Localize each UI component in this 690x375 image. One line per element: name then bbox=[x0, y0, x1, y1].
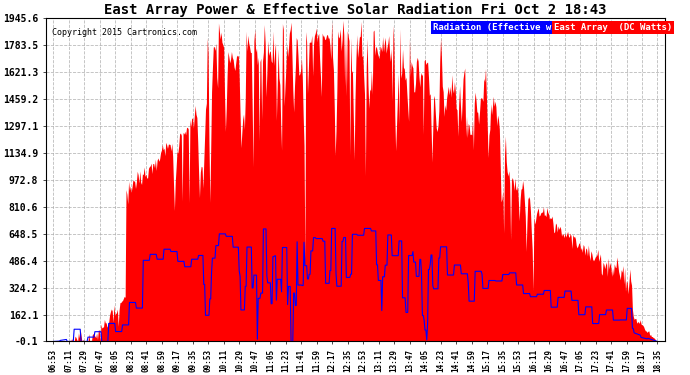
Text: East Array  (DC Watts): East Array (DC Watts) bbox=[553, 23, 672, 32]
Text: Radiation (Effective w/m2): Radiation (Effective w/m2) bbox=[433, 23, 573, 32]
Text: Copyright 2015 Cartronics.com: Copyright 2015 Cartronics.com bbox=[52, 28, 197, 37]
Title: East Array Power & Effective Solar Radiation Fri Oct 2 18:43: East Array Power & Effective Solar Radia… bbox=[104, 3, 607, 17]
